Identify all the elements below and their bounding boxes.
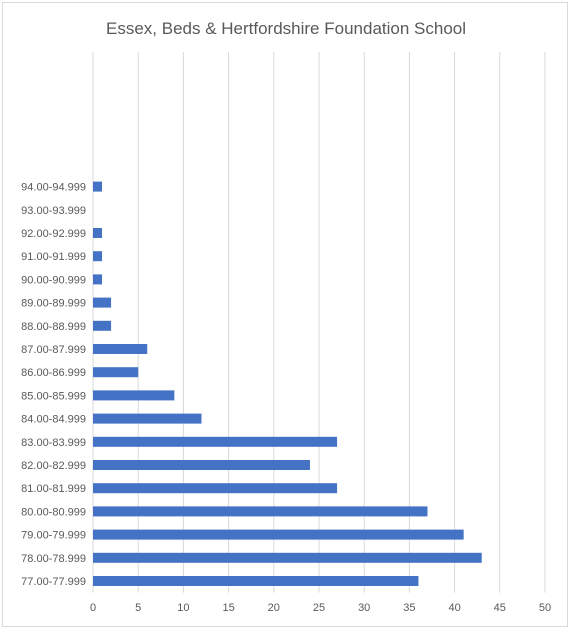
bar — [93, 297, 112, 308]
x-tick-label: 10 — [177, 602, 189, 614]
y-tick-label: 87.00-87.999 — [21, 344, 86, 356]
bar — [93, 436, 338, 447]
y-tick-label: 85.00-85.999 — [21, 390, 86, 402]
bar — [93, 228, 103, 238]
x-tick-label: 0 — [90, 602, 96, 614]
x-tick-label: 15 — [222, 602, 234, 614]
bar — [93, 576, 419, 586]
bar — [93, 344, 148, 354]
bar — [93, 483, 338, 494]
y-tick-label: 92.00-92.999 — [21, 228, 86, 240]
bar — [93, 390, 175, 401]
bar — [93, 460, 310, 470]
bar — [93, 367, 139, 378]
y-tick-label: 77.00-77.999 — [21, 576, 86, 588]
bar — [93, 552, 482, 563]
bar — [93, 506, 428, 517]
y-tick-label: 94.00-94.999 — [21, 182, 86, 194]
x-tick-label: 35 — [403, 602, 415, 614]
bar — [93, 274, 103, 285]
chart-title: Essex, Beds & Hertfordshire Foundation S… — [105, 19, 467, 38]
y-tick-label: 83.00-83.999 — [21, 437, 86, 449]
y-tick-label: 80.00-80.999 — [21, 506, 86, 518]
bar — [93, 529, 464, 540]
y-tick-label: 88.00-88.999 — [21, 321, 86, 333]
y-tick-label: 79.00-79.999 — [21, 530, 86, 542]
x-tick-label: 20 — [268, 602, 280, 614]
y-tick-label: 89.00-89.999 — [21, 298, 86, 310]
x-tick-label: 40 — [448, 602, 460, 614]
y-tick-label: 86.00-86.999 — [21, 367, 86, 379]
y-tick-label: 91.00-91.999 — [21, 251, 86, 263]
x-tick-label: 25 — [313, 602, 325, 614]
bar — [93, 181, 103, 192]
x-tick-label: 30 — [358, 602, 370, 614]
x-tick-label: 50 — [539, 602, 551, 614]
y-tick-label: 78.00-78.999 — [21, 553, 86, 565]
x-tick-label: 45 — [494, 602, 506, 614]
y-tick-label: 81.00-81.999 — [21, 483, 86, 495]
y-tick-label: 82.00-82.999 — [21, 460, 86, 472]
bar — [93, 320, 112, 331]
y-tick-label: 93.00-93.999 — [21, 205, 86, 217]
bar — [93, 251, 103, 262]
x-tick-label: 5 — [135, 602, 141, 614]
bar — [93, 413, 202, 424]
y-tick-label: 90.00-90.999 — [21, 274, 86, 286]
y-tick-label: 84.00-84.999 — [21, 414, 86, 426]
